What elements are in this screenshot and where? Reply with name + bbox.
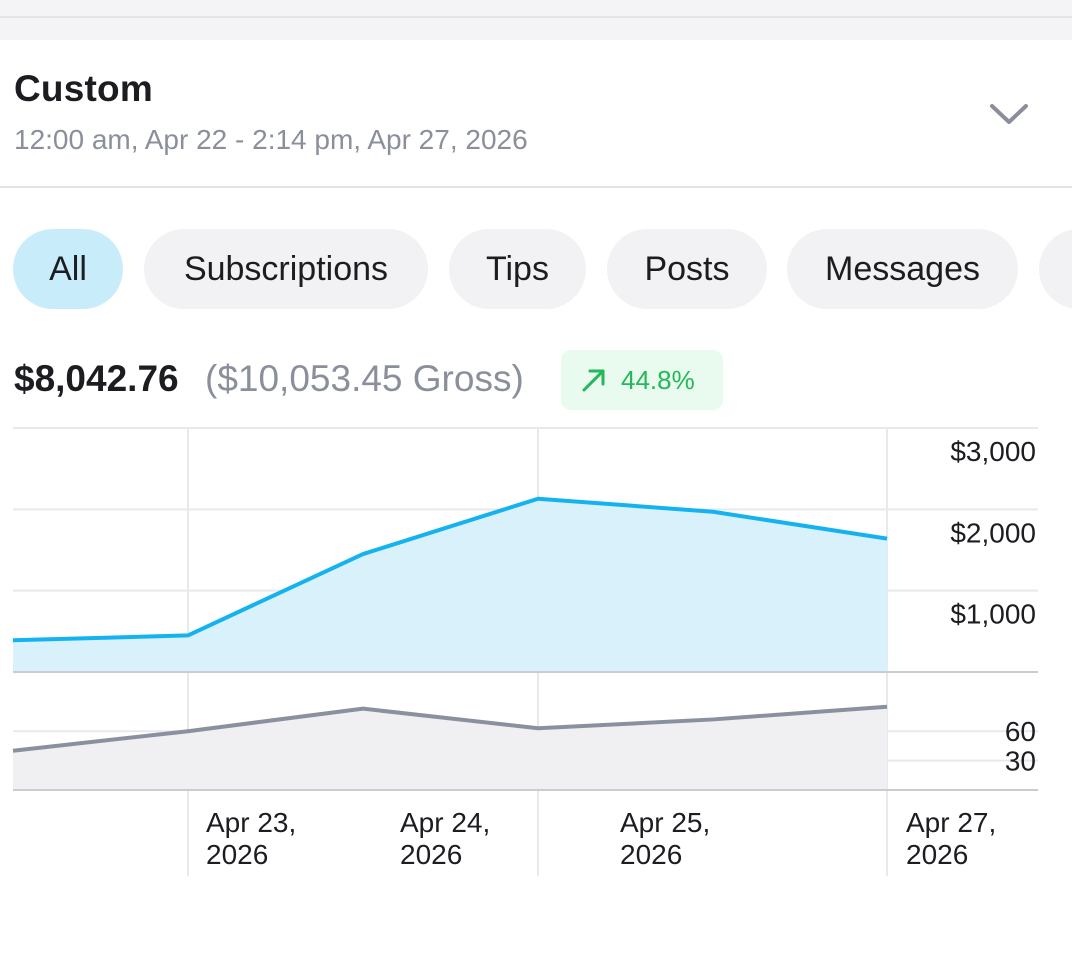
x-tick-label: Apr 25, — [620, 807, 710, 838]
filter-subscriptions[interactable]: Subscriptions — [144, 229, 428, 309]
gross-earnings: ($10,053.45 Gross) — [205, 358, 524, 399]
count-line — [12, 704, 888, 753]
y-tick-label: $3,000 — [950, 436, 1036, 467]
filter-posts[interactable]: Posts — [607, 229, 767, 309]
filter-tabs: All Subscriptions Tips Posts Messages — [0, 229, 1072, 309]
earnings-chart: $3,000 $2,000 $1,000 60 30 Apr 23, 2026 Apr 24,… — [0, 420, 1072, 890]
earnings-line — [12, 496, 888, 643]
filter-messages[interactable]: Messages — [787, 229, 1018, 309]
y-tick-label: $1,000 — [950, 599, 1036, 630]
x-tick-label: 2026 — [206, 839, 268, 870]
x-tick-label: 2026 — [620, 839, 682, 870]
chevron-down-icon[interactable] — [988, 98, 1030, 130]
change-badge: 44.8% — [561, 350, 723, 410]
x-tick-label: 2026 — [400, 839, 462, 870]
divider — [0, 16, 1072, 18]
top-separator — [0, 0, 1072, 40]
period-title: Custom — [14, 68, 153, 109]
y-tick-label: $2,000 — [950, 517, 1036, 548]
period-range: 12:00 am, Apr 22 - 2:14 pm, Apr 27, 2026 — [14, 124, 528, 155]
x-tick-label: Apr 27, — [906, 807, 996, 838]
y-tick-label: 60 — [1005, 716, 1036, 747]
period-selector[interactable]: Custom 12:00 am, Apr 22 - 2:14 pm, Apr 2… — [0, 40, 1072, 188]
x-tick-label: Apr 23, — [206, 807, 296, 838]
change-percent: 44.8% — [621, 365, 695, 395]
filter-all[interactable]: All — [13, 229, 123, 309]
net-earnings: $8,042.76 — [14, 358, 179, 399]
arrow-up-right-icon — [582, 369, 605, 392]
filter-more[interactable] — [1039, 229, 1072, 309]
x-tick-label: 2026 — [906, 839, 968, 870]
y-tick-label: 30 — [1005, 746, 1036, 777]
earnings-area — [13, 498, 887, 672]
filter-tips[interactable]: Tips — [449, 229, 586, 309]
earnings-summary: $8,042.76 ($10,053.45 Gross) 44.8% — [0, 350, 1072, 412]
x-tick-label: Apr 24, — [400, 807, 490, 838]
